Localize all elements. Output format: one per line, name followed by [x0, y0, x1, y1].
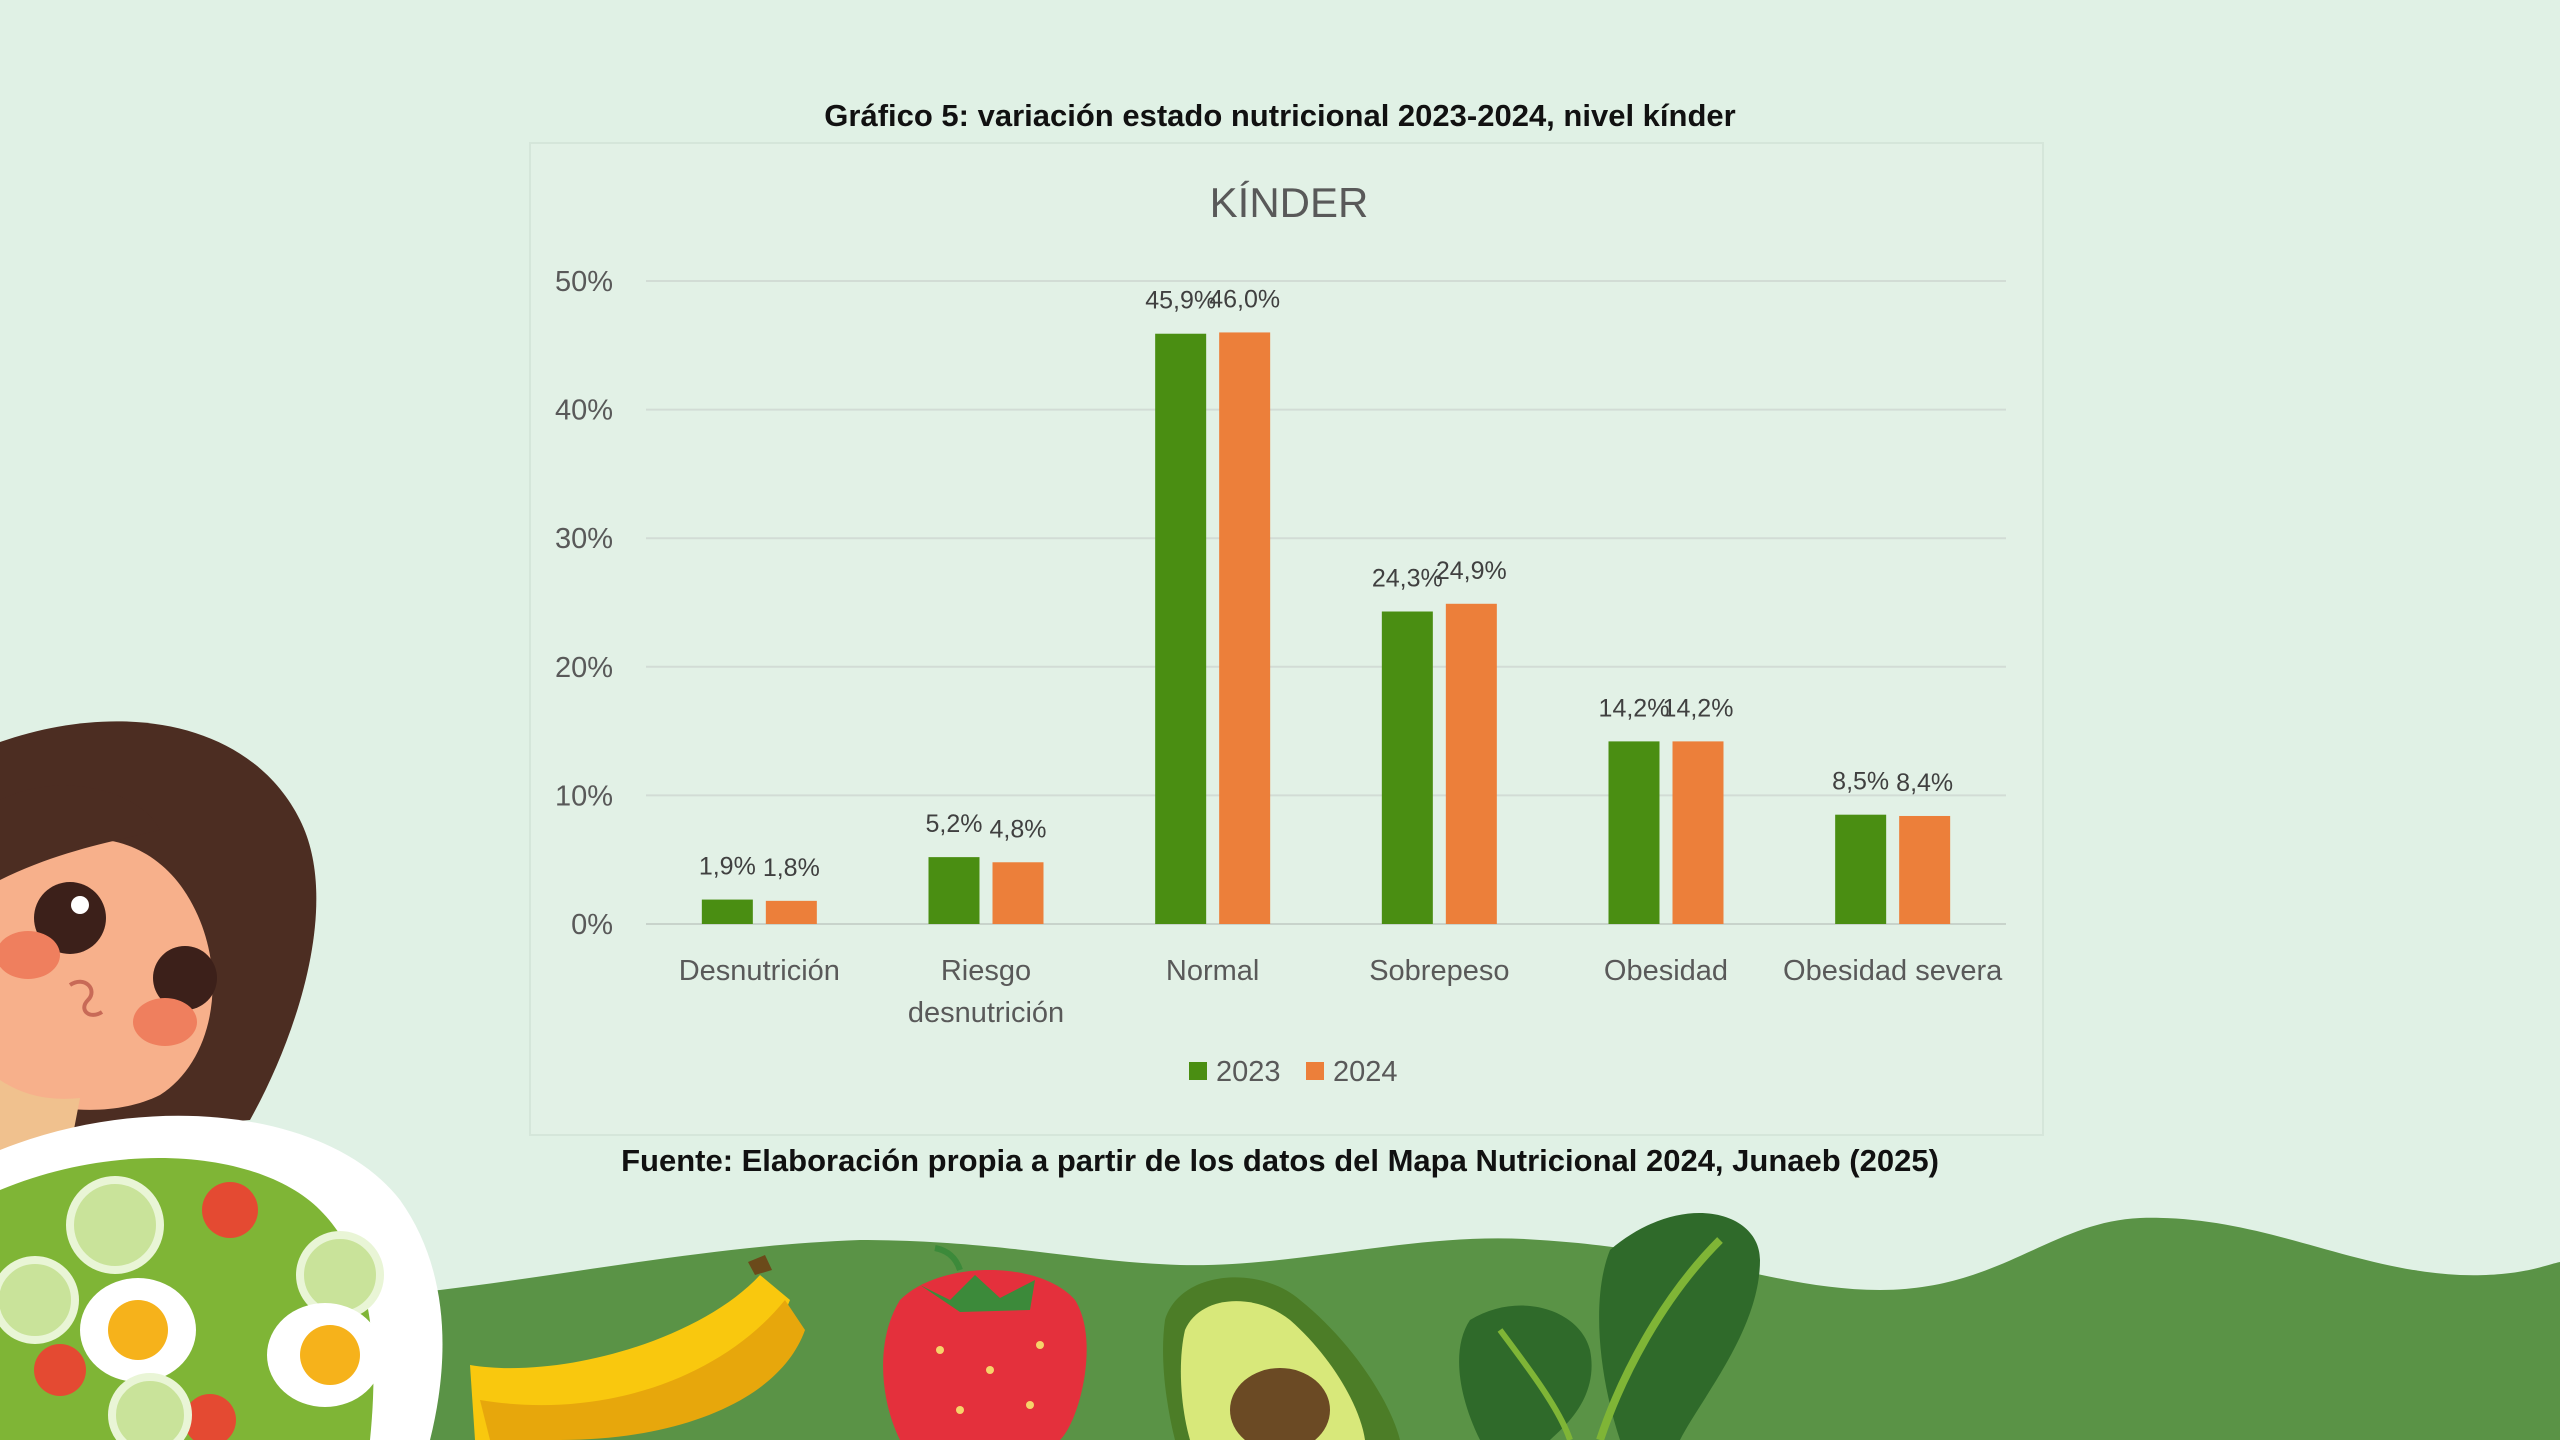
data-label: 24,3% [1372, 565, 1443, 593]
avocado-illustration [1163, 1277, 1400, 1440]
legend: 2023 2024 [1189, 1056, 1398, 1088]
y-tick-label: 0% [571, 909, 613, 941]
bar-2023 [1835, 814, 1887, 924]
chart-title: KÍNDER [1210, 179, 1369, 226]
chart-container: KÍNDER 0% 10% 20% 30% 40% 50% 1,9% 1,8% 5,2% 4,8… [529, 142, 2044, 1136]
bar-2024 [1219, 332, 1271, 924]
data-label: 1,8% [763, 854, 820, 882]
spinach-illustration [1459, 1212, 1760, 1440]
bar-2024 [765, 900, 817, 924]
data-label: 8,4% [1896, 769, 1953, 797]
source-caption: Fuente: Elaboración propia a partir de l… [621, 1143, 1939, 1178]
bar-2024 [1899, 815, 1951, 924]
strawberry-illustration [883, 1245, 1087, 1440]
bar-2023 [1608, 741, 1660, 924]
bar-2023 [1155, 333, 1207, 924]
legend-swatch [1189, 1062, 1207, 1080]
bar-2023 [928, 857, 980, 924]
bar-2023 [701, 899, 753, 924]
data-labels: 1,9% 1,8% 5,2% 4,8% 45,9%46,0% 24,3%24,9% 14,2… [699, 285, 1953, 881]
legend-item-2024: 2024 [1306, 1056, 1398, 1088]
y-tick-label: 20% [555, 652, 613, 684]
y-axis: 0% 10% 20% 30% 40% 50% [555, 266, 613, 941]
data-label: 45,9% [1145, 287, 1216, 315]
legend-item-2023: 2023 [1189, 1056, 1281, 1088]
data-label: 24,9% [1436, 557, 1507, 585]
legend-swatch [1306, 1062, 1324, 1080]
data-label: 5,2% [926, 810, 983, 838]
bar-2024 [1672, 741, 1724, 924]
data-label: 14,2% [1663, 694, 1734, 722]
data-label: 4,8% [990, 815, 1047, 843]
bars [701, 332, 1951, 924]
legend-label: 2024 [1333, 1056, 1398, 1088]
x-category-label: Obesidad [1604, 955, 1728, 987]
salad-bowl-illustration [0, 1115, 443, 1440]
x-category-label: Desnutrición [679, 955, 840, 987]
x-category-label: Normal [1166, 955, 1259, 987]
gridlines [646, 280, 2006, 925]
x-category-label: Riesgo desnutrición [908, 955, 1064, 1029]
girl-illustration [0, 721, 317, 1150]
data-label: 46,0% [1209, 285, 1280, 313]
data-label: 1,9% [699, 853, 756, 881]
y-tick-label: 10% [555, 780, 613, 812]
y-tick-label: 50% [555, 266, 613, 298]
x-axis: Desnutrición Riesgo desnutrición Normal Sobr… [679, 955, 2003, 1029]
data-label: 14,2% [1599, 694, 1670, 722]
bar-2023 [1381, 611, 1433, 924]
bar-2024 [992, 862, 1044, 924]
chart-caption: Gráfico 5: variación estado nutricional … [824, 98, 1736, 133]
bar-2024 [1445, 603, 1497, 924]
data-label: 8,5% [1832, 768, 1889, 796]
y-tick-label: 30% [555, 523, 613, 555]
banana-illustration [470, 1255, 805, 1440]
legend-label: 2023 [1216, 1056, 1281, 1088]
bar-chart: KÍNDER 0% 10% 20% 30% 40% 50% 1,9% 1,8% 5,2% 4,8… [555, 179, 2006, 1088]
y-tick-label: 40% [555, 395, 613, 427]
x-category-label: Obesidad severa [1783, 955, 2003, 987]
x-category-label: Sobrepeso [1369, 955, 1509, 987]
